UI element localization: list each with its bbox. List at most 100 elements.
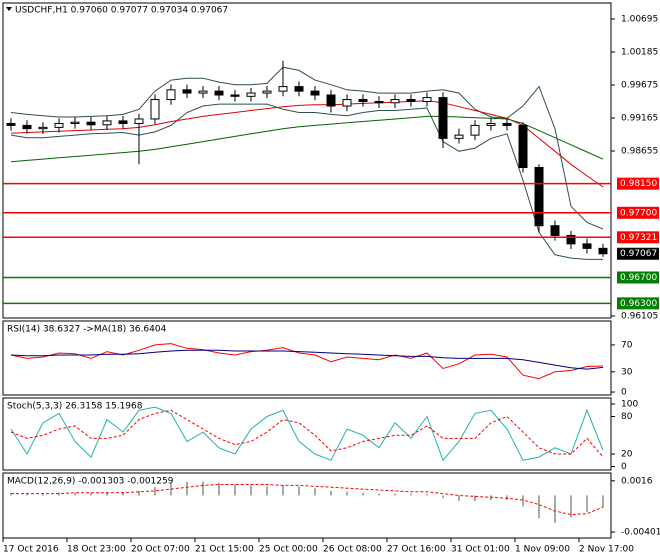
- y-tick-label: 0: [621, 462, 627, 472]
- y-tick-label: 0.96105: [621, 311, 658, 321]
- x-tick-label: 2 Nov 17:00: [579, 545, 634, 555]
- histogram-bar: [122, 491, 124, 496]
- level-label: 0.97700: [620, 208, 657, 218]
- x-tick-label: 25 Oct 00:00: [259, 545, 318, 555]
- histogram-bar: [74, 492, 76, 496]
- candle-body: [518, 124, 528, 168]
- histogram-bar: [538, 495, 540, 519]
- candle-body: [374, 100, 384, 104]
- level-label: 0.98150: [620, 179, 657, 189]
- candle-body: [326, 94, 336, 107]
- candle-body: [406, 99, 416, 102]
- y-tick-label: 1.00695: [621, 14, 658, 24]
- histogram-bar: [362, 492, 364, 496]
- candle-body: [438, 97, 448, 139]
- histogram-bar: [42, 493, 44, 496]
- candle-body: [54, 122, 64, 128]
- candle-body: [150, 99, 160, 120]
- histogram-bar: [234, 484, 236, 496]
- histogram-bar: [442, 495, 444, 499]
- main-panel: [2, 2, 612, 319]
- stoch-panel: [2, 397, 612, 471]
- histogram-bar: [154, 487, 156, 496]
- y-tick-label: 70: [621, 340, 633, 350]
- indicator-line: [10, 115, 604, 163]
- indicator-line: [10, 349, 604, 370]
- histogram-bar: [378, 493, 380, 496]
- level-tag: [617, 177, 659, 190]
- histogram-bar: [26, 493, 28, 496]
- last-price-tag: [617, 247, 659, 260]
- y-tick-label: 0.0016: [621, 476, 653, 486]
- y-tick-label: -0.00401: [621, 528, 660, 538]
- candle-body: [454, 134, 464, 139]
- candle-body: [294, 86, 304, 92]
- macd-title: MACD(12,26,9) -0.001303 -0.001259: [7, 477, 174, 487]
- menu-arrow: [6, 7, 12, 11]
- indicator-line: [10, 100, 604, 188]
- y-tick-label: 80: [621, 412, 633, 422]
- x-tick-label: 21 Oct 15:00: [195, 545, 254, 555]
- histogram-bar: [410, 493, 412, 496]
- candle-body: [486, 122, 496, 126]
- level-tag: [617, 271, 659, 284]
- candle-body: [230, 94, 240, 97]
- candle-body: [246, 92, 256, 97]
- candle-body: [22, 124, 32, 130]
- y-tick-label: 0: [621, 388, 627, 398]
- candle-body: [390, 99, 400, 104]
- level-label: 0.97321: [620, 233, 657, 243]
- candle-body: [70, 121, 80, 124]
- x-tick-label: 26 Oct 08:00: [323, 545, 382, 555]
- histogram-bar: [570, 495, 572, 518]
- level-tag: [617, 297, 659, 310]
- histogram-bar: [554, 495, 556, 523]
- histogram-bar: [474, 495, 476, 501]
- level-label: 0.96700: [620, 273, 657, 283]
- histogram-bar: [602, 495, 604, 508]
- stoch-title: Stoch(5,3,3) 26.3158 15.1968: [7, 402, 143, 412]
- candle-body: [470, 124, 480, 136]
- y-tick-label: 20: [621, 450, 633, 460]
- candle-body: [358, 99, 368, 102]
- x-tick-label: 18 Oct 23:00: [67, 545, 126, 555]
- y-tick-label: 100: [621, 400, 638, 410]
- histogram-bar: [330, 490, 332, 496]
- histogram-bar: [250, 485, 252, 496]
- last-price-label: 0.97067: [620, 249, 657, 259]
- candle-body: [198, 90, 208, 94]
- indicator-line: [10, 406, 604, 462]
- histogram-bar: [458, 495, 460, 501]
- candle-body: [582, 243, 592, 249]
- y-tick-label: 0.99675: [621, 80, 658, 90]
- histogram-bar: [106, 491, 108, 496]
- histogram-bar: [298, 486, 300, 496]
- candle-body: [310, 90, 320, 96]
- candle-body: [118, 120, 128, 124]
- candle-body: [422, 97, 432, 102]
- symbol-title: USDCHF,H1 0.97060 0.97077 0.97034 0.9706…: [15, 6, 228, 16]
- candle-body: [598, 247, 608, 255]
- candle-body: [38, 126, 48, 130]
- rsi-panel: [2, 320, 612, 396]
- y-tick-label: 0.98655: [621, 146, 658, 156]
- x-tick-label: 1 Nov 09:00: [515, 545, 570, 555]
- candle-body: [134, 118, 144, 124]
- x-tick-label: 17 Oct 2016: [3, 545, 59, 555]
- candle-body: [278, 86, 288, 92]
- candle-body: [534, 166, 544, 227]
- candle-body: [182, 89, 192, 94]
- macd-panel: [2, 472, 612, 539]
- candle-body: [262, 90, 272, 94]
- y-tick-label: 30: [621, 367, 633, 377]
- x-tick-label: 20 Oct 07:00: [131, 545, 190, 555]
- y-tick-label: 0.99165: [621, 113, 658, 123]
- x-tick-label: 31 Oct 01:00: [451, 545, 510, 555]
- indicator-line: [10, 66, 604, 230]
- histogram-bar: [90, 492, 92, 496]
- x-tick-label: 27 Oct 16:00: [387, 545, 446, 555]
- level-label: 0.96300: [620, 299, 657, 309]
- candle-body: [502, 122, 512, 126]
- y-tick-label: 1.00185: [621, 47, 658, 57]
